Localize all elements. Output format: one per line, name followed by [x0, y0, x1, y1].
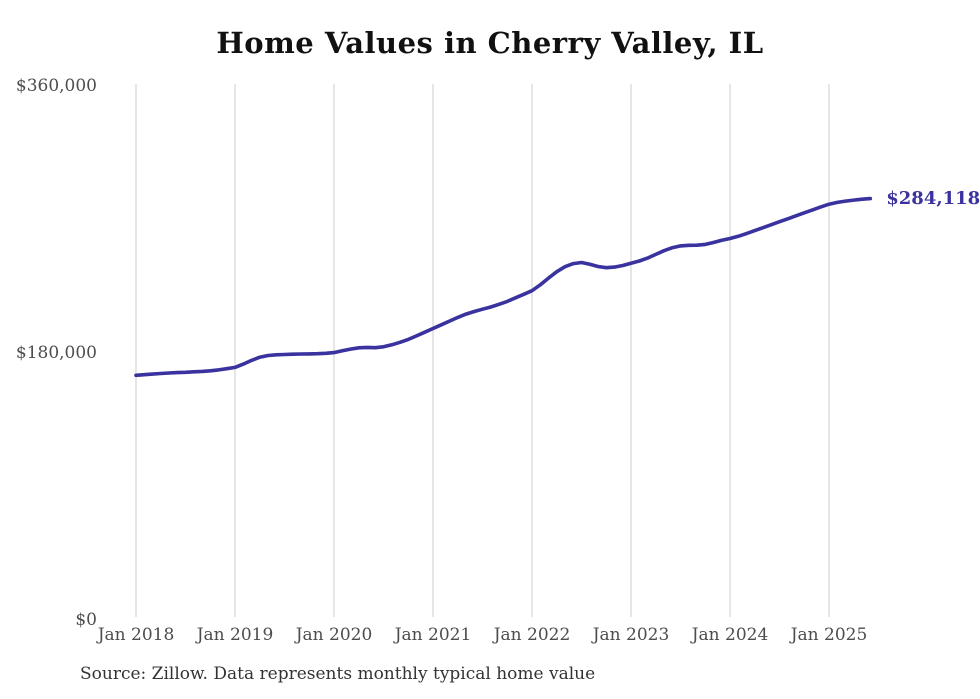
- y-tick-label: $180,000: [15, 343, 97, 363]
- x-tick-label: Jan 2018: [97, 625, 175, 645]
- x-tick-label: Jan 2023: [592, 625, 670, 645]
- x-tick-label: Jan 2022: [493, 625, 571, 645]
- latest-value-label: $284,118: [886, 187, 980, 209]
- y-tick-label: $0: [75, 610, 97, 630]
- x-tick-label: Jan 2020: [295, 625, 373, 645]
- y-tick-label: $360,000: [15, 76, 97, 96]
- source-note: Source: Zillow. Data represents monthly …: [80, 664, 596, 684]
- x-tick-label: Jan 2025: [790, 625, 868, 645]
- x-tick-label: Jan 2019: [196, 625, 274, 645]
- x-tick-label: Jan 2021: [394, 625, 472, 645]
- x-tick-label: Jan 2024: [691, 625, 769, 645]
- chart-title: Home Values in Cherry Valley, IL: [216, 26, 764, 60]
- home-value-line: [134, 196, 873, 378]
